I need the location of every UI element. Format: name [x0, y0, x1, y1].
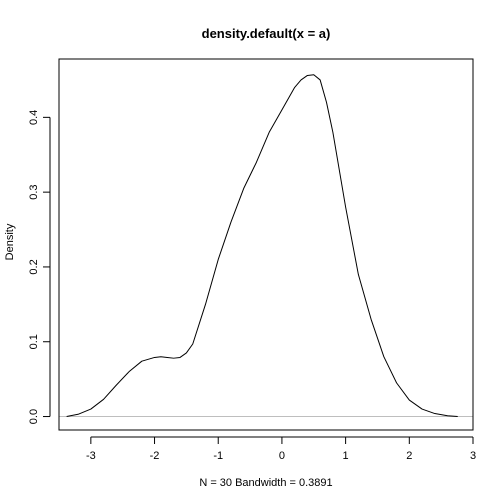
y-tick-label: 0.2	[28, 259, 40, 274]
x-tick-label: -1	[213, 450, 223, 462]
chart-title: density.default(x = a)	[202, 26, 331, 41]
x-tick-label: 3	[470, 450, 476, 462]
x-axis-label: N = 30 Bandwidth = 0.3891	[199, 477, 332, 489]
y-axis-label: Density	[4, 223, 16, 260]
y-tick-label: 0.4	[28, 110, 40, 125]
x-tick-label: -2	[150, 450, 160, 462]
x-tick-label: 1	[343, 450, 349, 462]
y-tick-label: 0.0	[28, 409, 40, 424]
plot-frame	[58, 58, 474, 431]
x-tick-label: 0	[279, 450, 285, 462]
x-tick-label: -3	[86, 450, 96, 462]
y-tick-label: 0.3	[28, 184, 40, 199]
x-tick-label: 2	[406, 450, 412, 462]
density-curve	[66, 74, 458, 418]
y-tick-label: 0.1	[28, 334, 40, 349]
